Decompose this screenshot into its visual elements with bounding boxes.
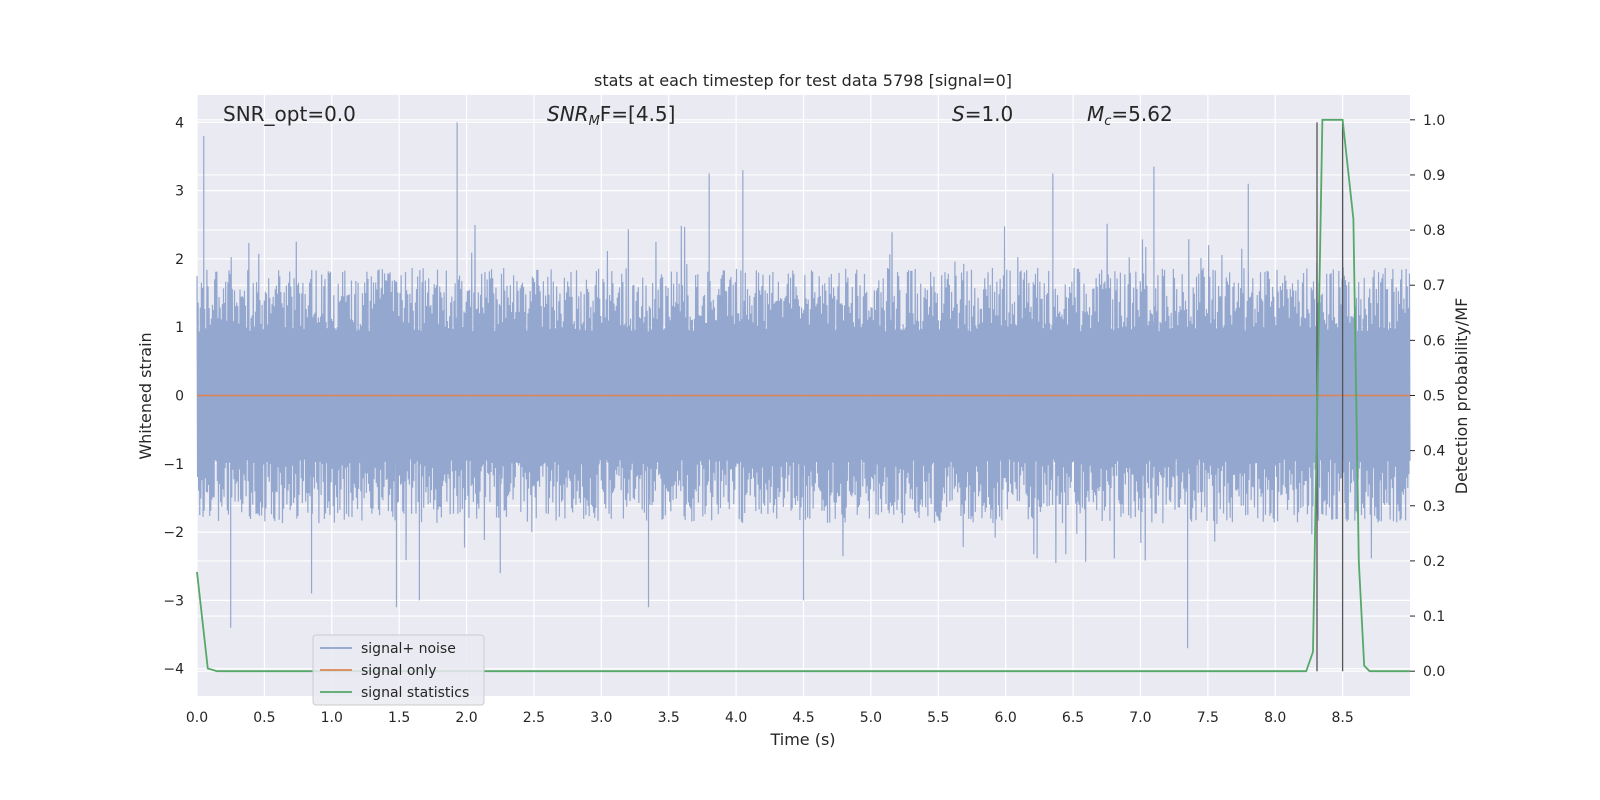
y-tick-label: −4 (163, 662, 184, 678)
signal-noise-line (196, 122, 1411, 649)
snr-mf-sub: M (589, 114, 600, 129)
y2-tick-label: 0.0 (1423, 664, 1445, 680)
signal-noise-series (196, 122, 1411, 649)
x-tick-label: 3.5 (658, 710, 680, 726)
y-tick-label: 1 (175, 320, 184, 336)
x-tick-label: 8.5 (1331, 710, 1353, 726)
legend-box (312, 634, 485, 706)
x-tick-label: 2.5 (523, 710, 545, 726)
s-value: =1.0 (965, 102, 1014, 126)
mc-main: M (1087, 102, 1104, 126)
legend-label-signal-only: signal only (361, 663, 436, 679)
s-symbol: S (952, 102, 965, 126)
y-tick-label: 4 (175, 115, 184, 131)
y-tick-label: 3 (175, 184, 184, 200)
y-tick-label: −3 (163, 593, 184, 609)
x-tick-label: 1.5 (388, 710, 410, 726)
x-tick-label: 0.5 (253, 710, 275, 726)
x-tick-label: 8.0 (1264, 710, 1286, 726)
x-tick-label: 1.0 (321, 710, 343, 726)
mc-rest: =5.62 (1111, 102, 1172, 126)
y2-tick-labels: 1.0 0.9 0.8 0.7 0.6 0.5 0.4 0.3 0.2 0.1 0.0 (1410, 113, 1445, 680)
y2-tick-label: 0.1 (1423, 609, 1445, 625)
y-tick-label: 0 (175, 389, 184, 405)
x-tick-label: 2.0 (455, 710, 477, 726)
x-tick-label: 3.0 (590, 710, 612, 726)
mc-sub: c (1104, 114, 1111, 129)
snr-mf-main: SNR (547, 102, 589, 126)
legend: signal+ noise signal only signal statist… (312, 634, 485, 706)
y2-axis-label: Detection probability/MF (1452, 298, 1471, 495)
legend-label-signal-statistics: signal statistics (361, 685, 469, 701)
chart-title: stats at each timestep for test data 579… (594, 71, 1012, 90)
x-tick-label: 0.0 (186, 710, 208, 726)
y2-tick-label: 0.2 (1423, 554, 1445, 570)
y2-tick-label: 0.5 (1423, 389, 1445, 405)
y-tick-label: 2 (175, 252, 184, 268)
y2-tick-label: 0.7 (1423, 278, 1445, 294)
snr-opt-annotation: SNR_opt=0.0 (223, 102, 356, 126)
y2-tick-label: 0.6 (1423, 333, 1445, 349)
snr-mf-rest: F=[4.5] (600, 102, 676, 126)
y-axis-label: Whitened strain (136, 332, 155, 459)
y-tick-label: −1 (163, 457, 184, 473)
x-tick-label: 5.0 (860, 710, 882, 726)
snr-mf-annotation: SNRMF=[4.5] (547, 102, 675, 129)
x-tick-label: 7.5 (1197, 710, 1219, 726)
y2-tick-label: 1.0 (1423, 113, 1445, 129)
y2-tick-label: 0.4 (1423, 444, 1445, 460)
y-tick-labels: 4 3 2 1 0 −1 −2 −3 −4 (163, 115, 184, 677)
y2-tick-label: 0.3 (1423, 499, 1445, 515)
x-tick-label: 5.5 (927, 710, 949, 726)
x-tick-label: 7.0 (1129, 710, 1151, 726)
x-tick-label: 4.5 (792, 710, 814, 726)
x-tick-label: 6.5 (1062, 710, 1084, 726)
y-tick-label: −2 (163, 525, 184, 541)
x-tick-label: 4.0 (725, 710, 747, 726)
x-tick-label: 6.0 (995, 710, 1017, 726)
legend-label-signal-noise: signal+ noise (361, 641, 456, 657)
x-tick-labels: 0.0 0.5 1.0 1.5 2.0 2.5 3.0 3.5 4.0 4.5 5.0 5.5 6.0 6… (186, 710, 1354, 726)
mc-annotation: Mc=5.62 (1087, 102, 1173, 129)
s-annotation: S=1.0 (952, 102, 1013, 126)
y2-tick-label: 0.9 (1423, 168, 1445, 184)
x-axis-label: Time (s) (769, 730, 835, 749)
y2-tick-label: 0.8 (1423, 223, 1445, 239)
